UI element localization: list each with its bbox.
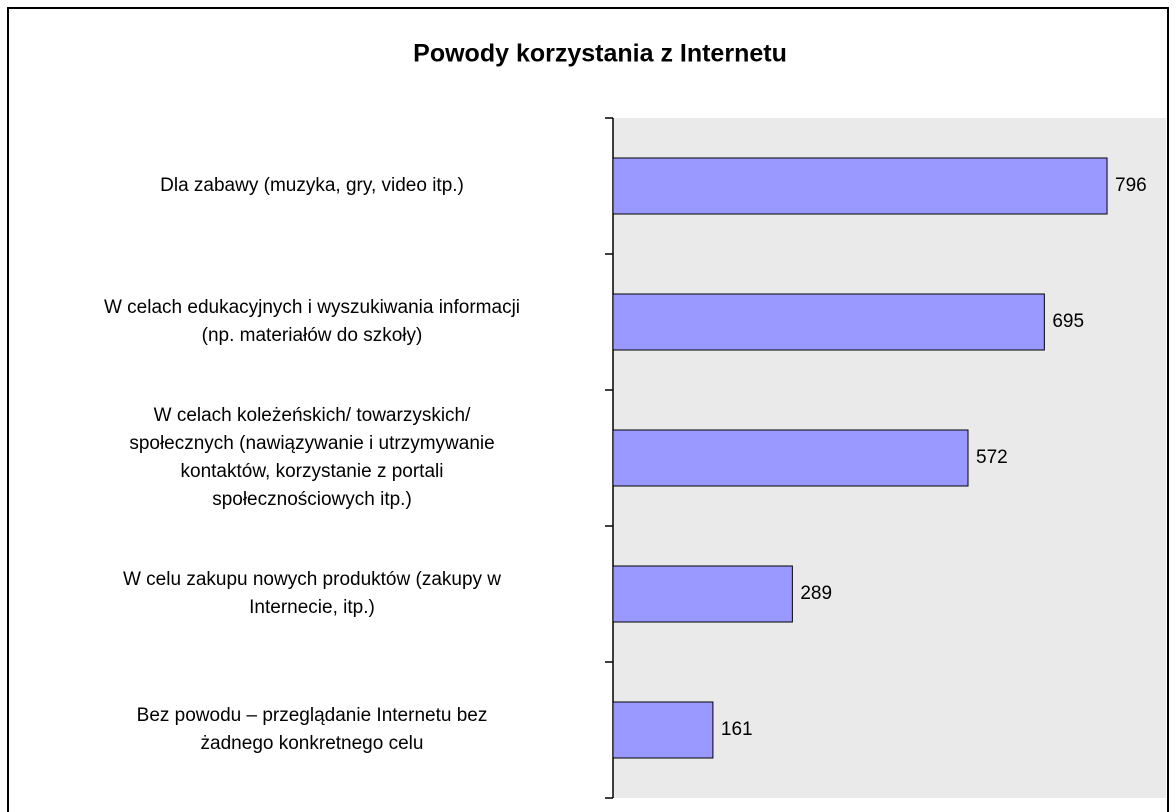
- category-label: W celach koleżeńskich/ towarzyskich/ spo…: [129, 405, 495, 510]
- category-label: Bez powodu – przeglądanie Internetu bez …: [136, 705, 488, 754]
- bar: [612, 701, 714, 759]
- category-label: Dla zabawy (muzyka, gry, video itp.): [160, 175, 464, 196]
- data-label: 572: [976, 447, 1008, 468]
- data-label: 796: [1115, 175, 1147, 196]
- category-label: W celach edukacyjnych i wyszukiwania inf…: [103, 297, 521, 346]
- bar: [612, 565, 793, 623]
- bar: [612, 157, 1108, 215]
- bar: [612, 293, 1045, 351]
- chart-title: Powody korzystania z Internetu: [413, 40, 787, 68]
- data-label: 695: [1052, 311, 1084, 332]
- data-label: 161: [721, 719, 753, 740]
- category-label: W celu zakupu nowych produktów (zakupy w…: [122, 569, 502, 618]
- bar: [612, 429, 969, 487]
- frame: [7, 7, 1169, 812]
- data-label: 289: [800, 583, 832, 604]
